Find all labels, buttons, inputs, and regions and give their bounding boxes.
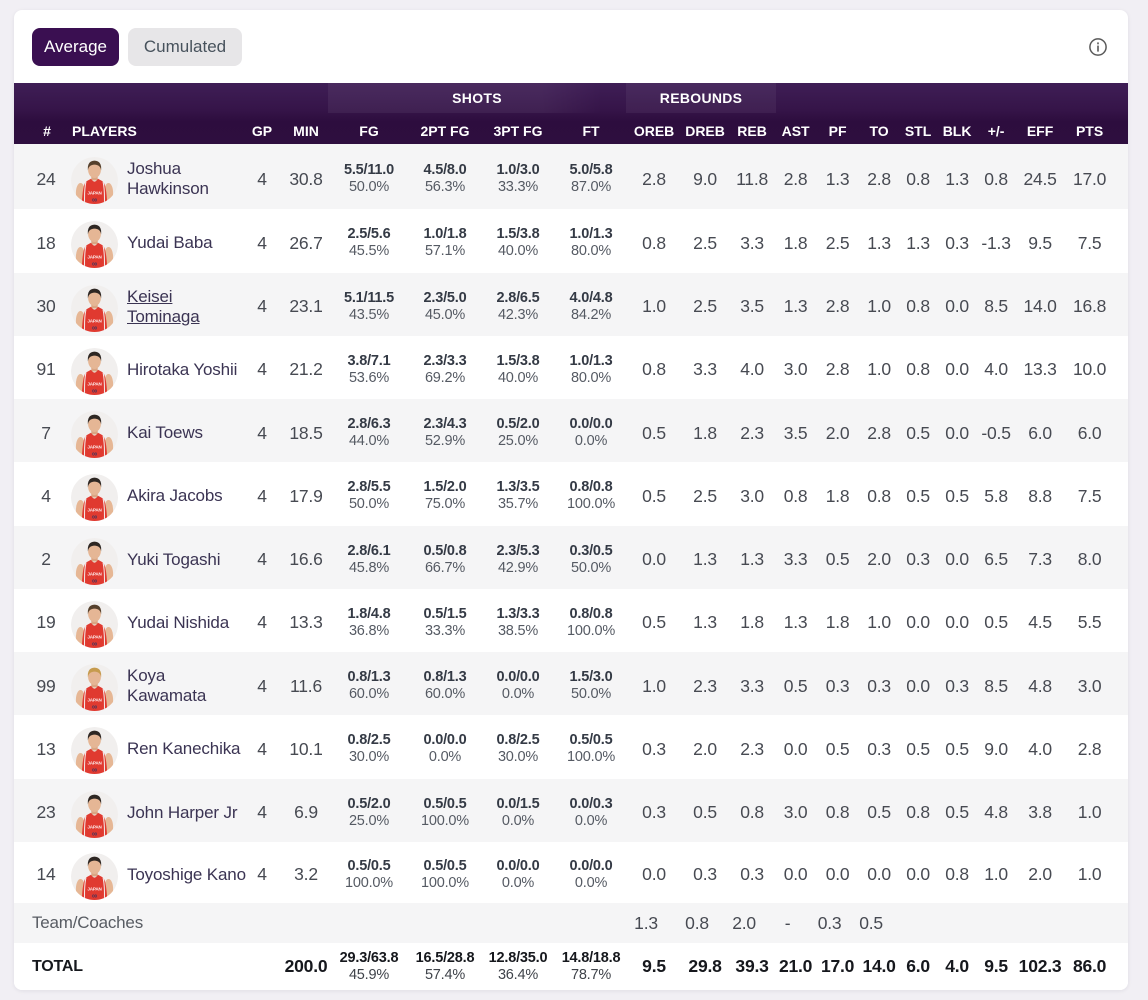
- svg-text:00: 00: [92, 641, 97, 646]
- svg-text:00: 00: [92, 388, 97, 393]
- svg-text:00: 00: [92, 198, 97, 203]
- svg-text:JAPAN: JAPAN: [87, 381, 102, 386]
- svg-text:JAPAN: JAPAN: [87, 255, 102, 260]
- svg-text:00: 00: [92, 768, 97, 773]
- svg-text:00: 00: [92, 452, 97, 457]
- svg-text:JAPAN: JAPAN: [87, 508, 102, 513]
- svg-text:JAPAN: JAPAN: [87, 886, 102, 891]
- svg-text:JAPAN: JAPAN: [87, 571, 102, 576]
- svg-text:JAPAN: JAPAN: [87, 824, 102, 829]
- svg-text:JAPAN: JAPAN: [87, 445, 102, 450]
- svg-text:00: 00: [92, 831, 97, 836]
- svg-text:JAPAN: JAPAN: [87, 761, 102, 766]
- svg-text:00: 00: [92, 515, 97, 520]
- svg-text:JAPAN: JAPAN: [87, 318, 102, 323]
- svg-text:00: 00: [92, 262, 97, 267]
- svg-text:JAPAN: JAPAN: [87, 698, 102, 703]
- svg-text:00: 00: [92, 705, 97, 710]
- svg-text:00: 00: [92, 325, 97, 330]
- svg-text:JAPAN: JAPAN: [87, 634, 102, 639]
- svg-text:JAPAN: JAPAN: [87, 191, 102, 196]
- svg-text:00: 00: [92, 893, 97, 898]
- svg-text:00: 00: [92, 578, 97, 583]
